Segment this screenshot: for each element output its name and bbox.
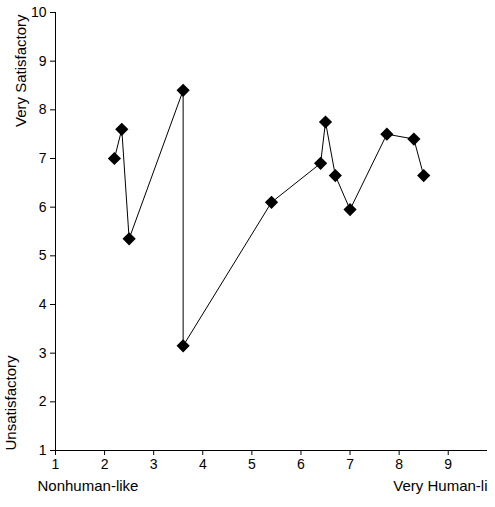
- svg-text:3: 3: [39, 345, 47, 361]
- svg-text:Very Human-li: Very Human-li: [393, 477, 487, 494]
- svg-text:2: 2: [101, 456, 109, 472]
- svg-text:3: 3: [150, 456, 158, 472]
- svg-text:7: 7: [39, 150, 47, 166]
- svg-text:1: 1: [39, 442, 47, 458]
- svg-text:6: 6: [39, 199, 47, 215]
- svg-text:8: 8: [395, 456, 403, 472]
- svg-text:4: 4: [39, 296, 47, 312]
- svg-text:Nonhuman-like: Nonhuman-like: [38, 477, 139, 494]
- svg-text:9: 9: [444, 456, 452, 472]
- svg-text:Very Satisfactory: Very Satisfactory: [12, 14, 29, 127]
- svg-text:5: 5: [39, 247, 47, 263]
- svg-text:1: 1: [52, 456, 60, 472]
- svg-text:4: 4: [199, 456, 207, 472]
- svg-text:8: 8: [39, 101, 47, 117]
- svg-text:2: 2: [39, 393, 47, 409]
- svg-text:10: 10: [31, 4, 47, 20]
- svg-text:6: 6: [297, 456, 305, 472]
- svg-text:7: 7: [346, 456, 354, 472]
- svg-text:Unsatisfactory: Unsatisfactory: [2, 355, 19, 451]
- svg-text:5: 5: [248, 456, 256, 472]
- svg-text:9: 9: [39, 53, 47, 69]
